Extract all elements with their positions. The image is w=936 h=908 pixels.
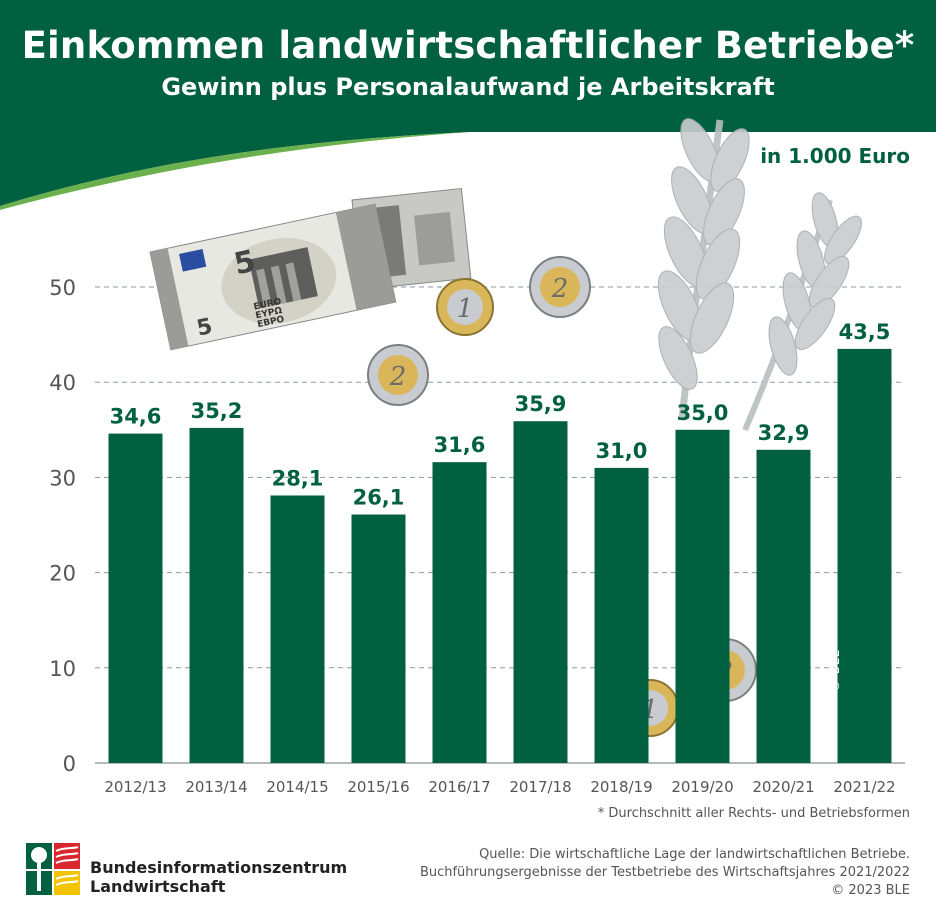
- x-tick-label: 2017/18: [509, 778, 571, 796]
- x-tick-label: 2012/13: [104, 778, 166, 796]
- bar: [756, 449, 811, 763]
- y-tick-label: 30: [49, 466, 76, 490]
- bar-value-label: 31,6: [434, 433, 486, 457]
- svg-text:2: 2: [389, 362, 407, 392]
- bar-value-label: 43,5: [839, 320, 891, 344]
- bar-value-label: 35,0: [677, 401, 729, 425]
- bar: [270, 495, 325, 763]
- x-tick-label: 2015/16: [347, 778, 409, 796]
- bar: [108, 433, 163, 763]
- source-line-1: Quelle: Die wirtschaftliche Lage der lan…: [479, 847, 910, 862]
- bar-value-label: 35,9: [515, 392, 567, 416]
- x-tick-label: 2019/20: [671, 778, 733, 796]
- x-tick-label: 2013/14: [185, 778, 247, 796]
- bar-value-label: 35,2: [191, 399, 243, 423]
- bar: [432, 462, 487, 763]
- logo-text: Bundesinformationszentrum Landwirtschaft: [90, 858, 347, 896]
- banknote-illustration: 5 5 EURO ΕΥΡΩ ЕВРО: [149, 187, 472, 351]
- unit-label: in 1.000 Euro: [760, 144, 910, 168]
- svg-text:1: 1: [457, 294, 474, 324]
- svg-text:2: 2: [551, 274, 569, 304]
- y-tick-label: 50: [49, 276, 76, 300]
- x-tick-label: 2020/21: [752, 778, 814, 796]
- x-tick-label: 2016/17: [428, 778, 490, 796]
- bar-value-label: 31,0: [596, 439, 648, 463]
- chart-title: Einkommen landwirtschaftlicher Betriebe*: [21, 24, 915, 67]
- labels-layer: 34,6 2012/13 35,2 2013/14 28,1 2014/15 26,1 201…: [104, 320, 895, 796]
- copyright-vertical: © BLE: [828, 648, 842, 692]
- bar-value-label: 34,6: [110, 405, 162, 429]
- footnote: * Durchschnitt aller Rechts- und Betrieb…: [597, 806, 910, 821]
- x-tick-label: 2021/22: [833, 778, 895, 796]
- source-line-3: © 2023 BLE: [831, 883, 910, 898]
- bar-chart: 0 10 20 30 40 50: [49, 118, 905, 796]
- x-tick-label: 2014/15: [266, 778, 328, 796]
- bar: [675, 429, 730, 763]
- x-tick-label: 2018/19: [590, 778, 652, 796]
- bar: [189, 427, 244, 763]
- coin-1-top: 1: [436, 278, 494, 336]
- banknote-value-small: 5: [195, 314, 215, 342]
- y-tick-label: 40: [49, 371, 76, 395]
- ble-logo-icon: [26, 843, 80, 895]
- source-block: Quelle: Die wirtschaftliche Lage der lan…: [420, 846, 910, 900]
- wheat-illustration: [657, 118, 862, 432]
- y-tick-label: 20: [49, 562, 76, 586]
- bars-layer: [108, 348, 892, 763]
- chart-subtitle: Gewinn plus Personalaufwand je Arbeitskr…: [161, 73, 775, 101]
- y-tick-label: 10: [49, 657, 76, 681]
- bar-value-label: 32,9: [758, 421, 810, 445]
- bar-value-label: 26,1: [353, 486, 405, 510]
- coin-2-top: 2: [529, 256, 591, 318]
- bar: [594, 467, 649, 763]
- coin-2-mid: 2: [367, 344, 429, 406]
- header-banner: [0, 0, 936, 132]
- bar: [513, 421, 568, 763]
- bar-value-label: 28,1: [272, 466, 324, 490]
- bar: [837, 348, 892, 763]
- bar: [351, 514, 406, 763]
- source-line-2: Buchführungsergebnisse der Testbetriebe …: [419, 865, 910, 880]
- y-tick-label: 0: [63, 752, 76, 776]
- logo-line-2: Landwirtschaft: [90, 877, 226, 896]
- logo-line-1: Bundesinformationszentrum: [90, 858, 348, 877]
